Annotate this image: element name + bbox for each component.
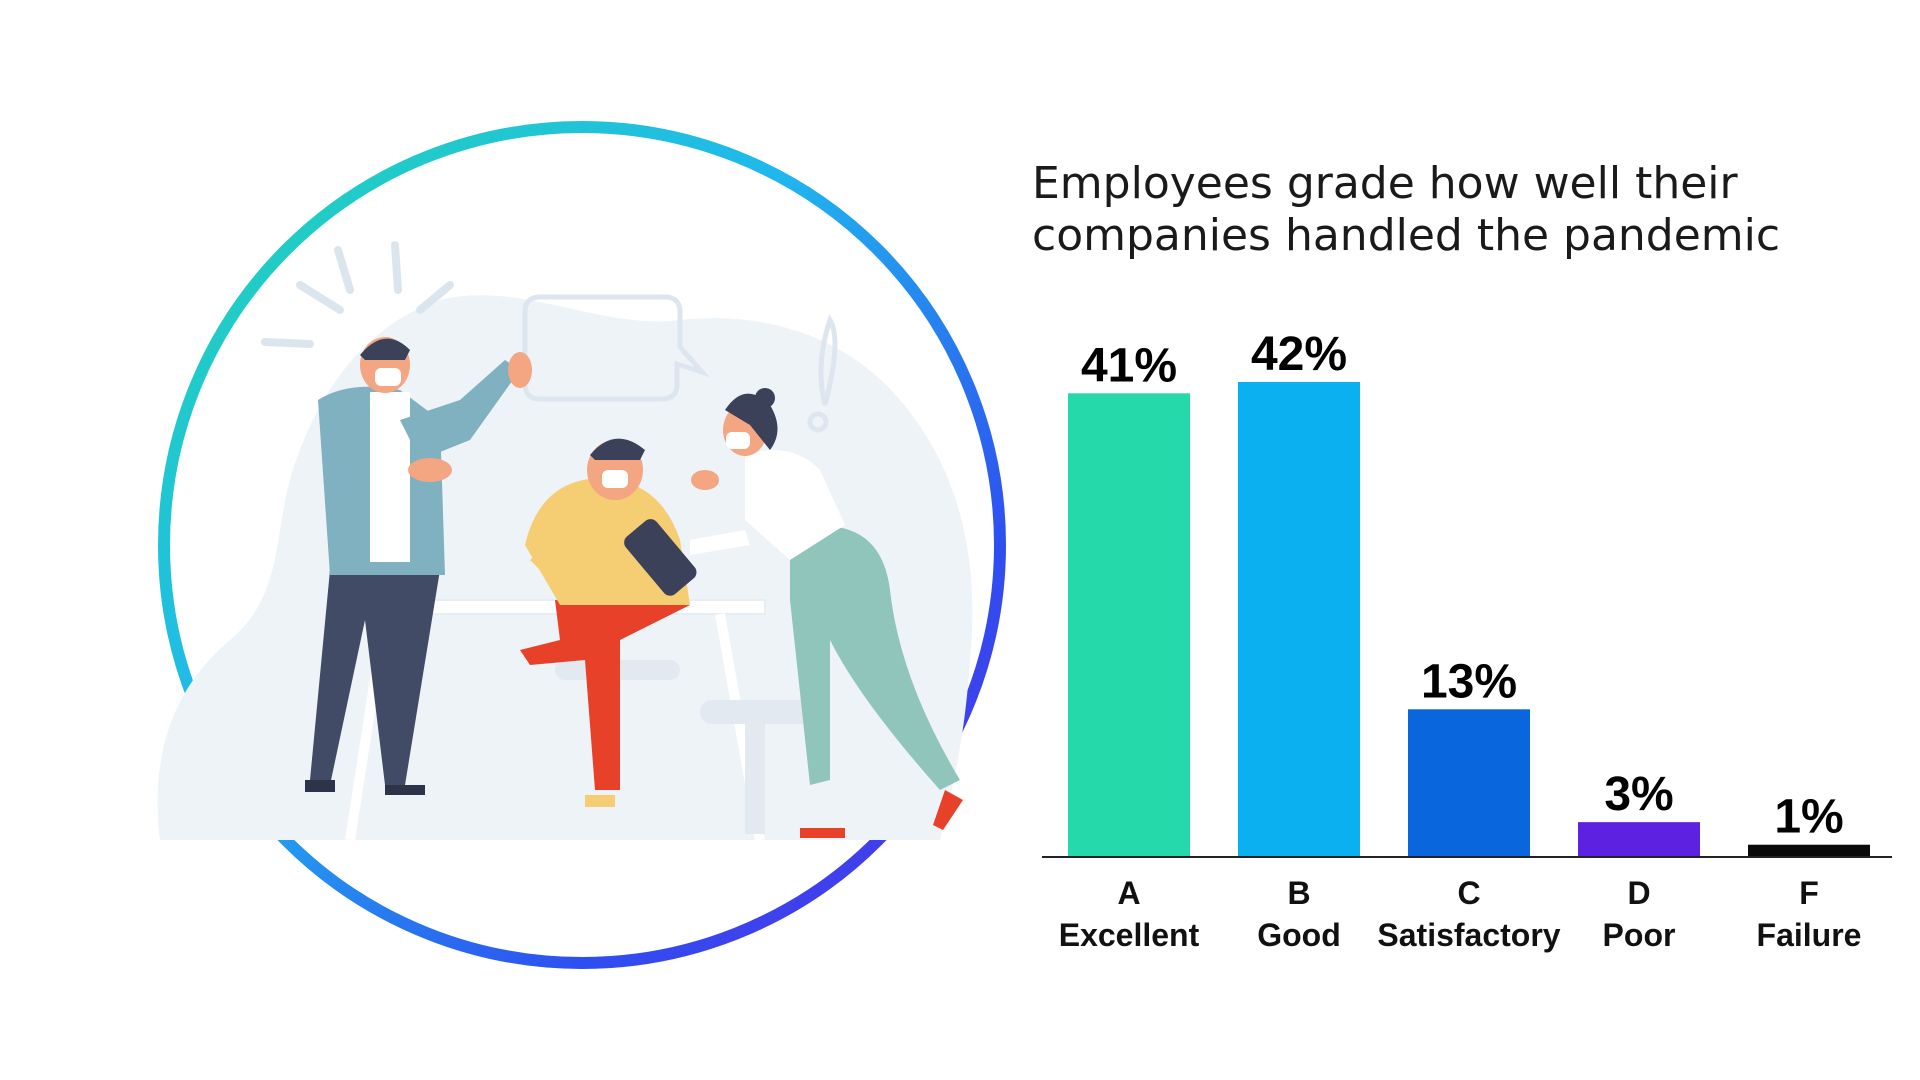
chart-title: Employees grade how well their companies…: [1032, 158, 1852, 262]
bar-f: [1748, 844, 1870, 856]
bar-d: [1578, 822, 1700, 856]
bar-c: [1408, 709, 1530, 856]
gradient-ring: [158, 121, 1006, 969]
category-label-b: Good: [1257, 917, 1341, 953]
category-label-a: Excellent: [1059, 917, 1200, 953]
chart-title-line-2: companies handled the pandemic: [1032, 210, 1781, 261]
category-grade-c: C: [1457, 875, 1480, 911]
category-grade-f: F: [1799, 875, 1819, 911]
man-standing: [305, 337, 532, 795]
category-grade-b: B: [1287, 875, 1310, 911]
speech-bubble-icon: [522, 294, 710, 402]
man-sitting: [520, 438, 697, 807]
value-label-c: 13%: [1421, 655, 1517, 708]
category-label-c: Satisfactory: [1377, 917, 1560, 953]
office-illustration: [157, 121, 1006, 969]
woman-standing: [690, 388, 963, 838]
value-label-a: 41%: [1081, 339, 1177, 392]
value-label-b: 42%: [1251, 328, 1347, 381]
chart-title-line-1: Employees grade how well their: [1032, 158, 1738, 209]
category-grade-a: A: [1117, 875, 1140, 911]
burst-lines: [261, 241, 454, 348]
value-label-f: 1%: [1774, 791, 1843, 844]
bar-a: [1068, 393, 1190, 856]
bar-b: [1238, 382, 1360, 856]
category-grade-d: D: [1627, 875, 1650, 911]
value-label-d: 3%: [1604, 768, 1673, 821]
category-label-f: Failure: [1757, 917, 1862, 953]
category-label-d: Poor: [1603, 917, 1676, 953]
exclamation-icon: [807, 314, 838, 433]
